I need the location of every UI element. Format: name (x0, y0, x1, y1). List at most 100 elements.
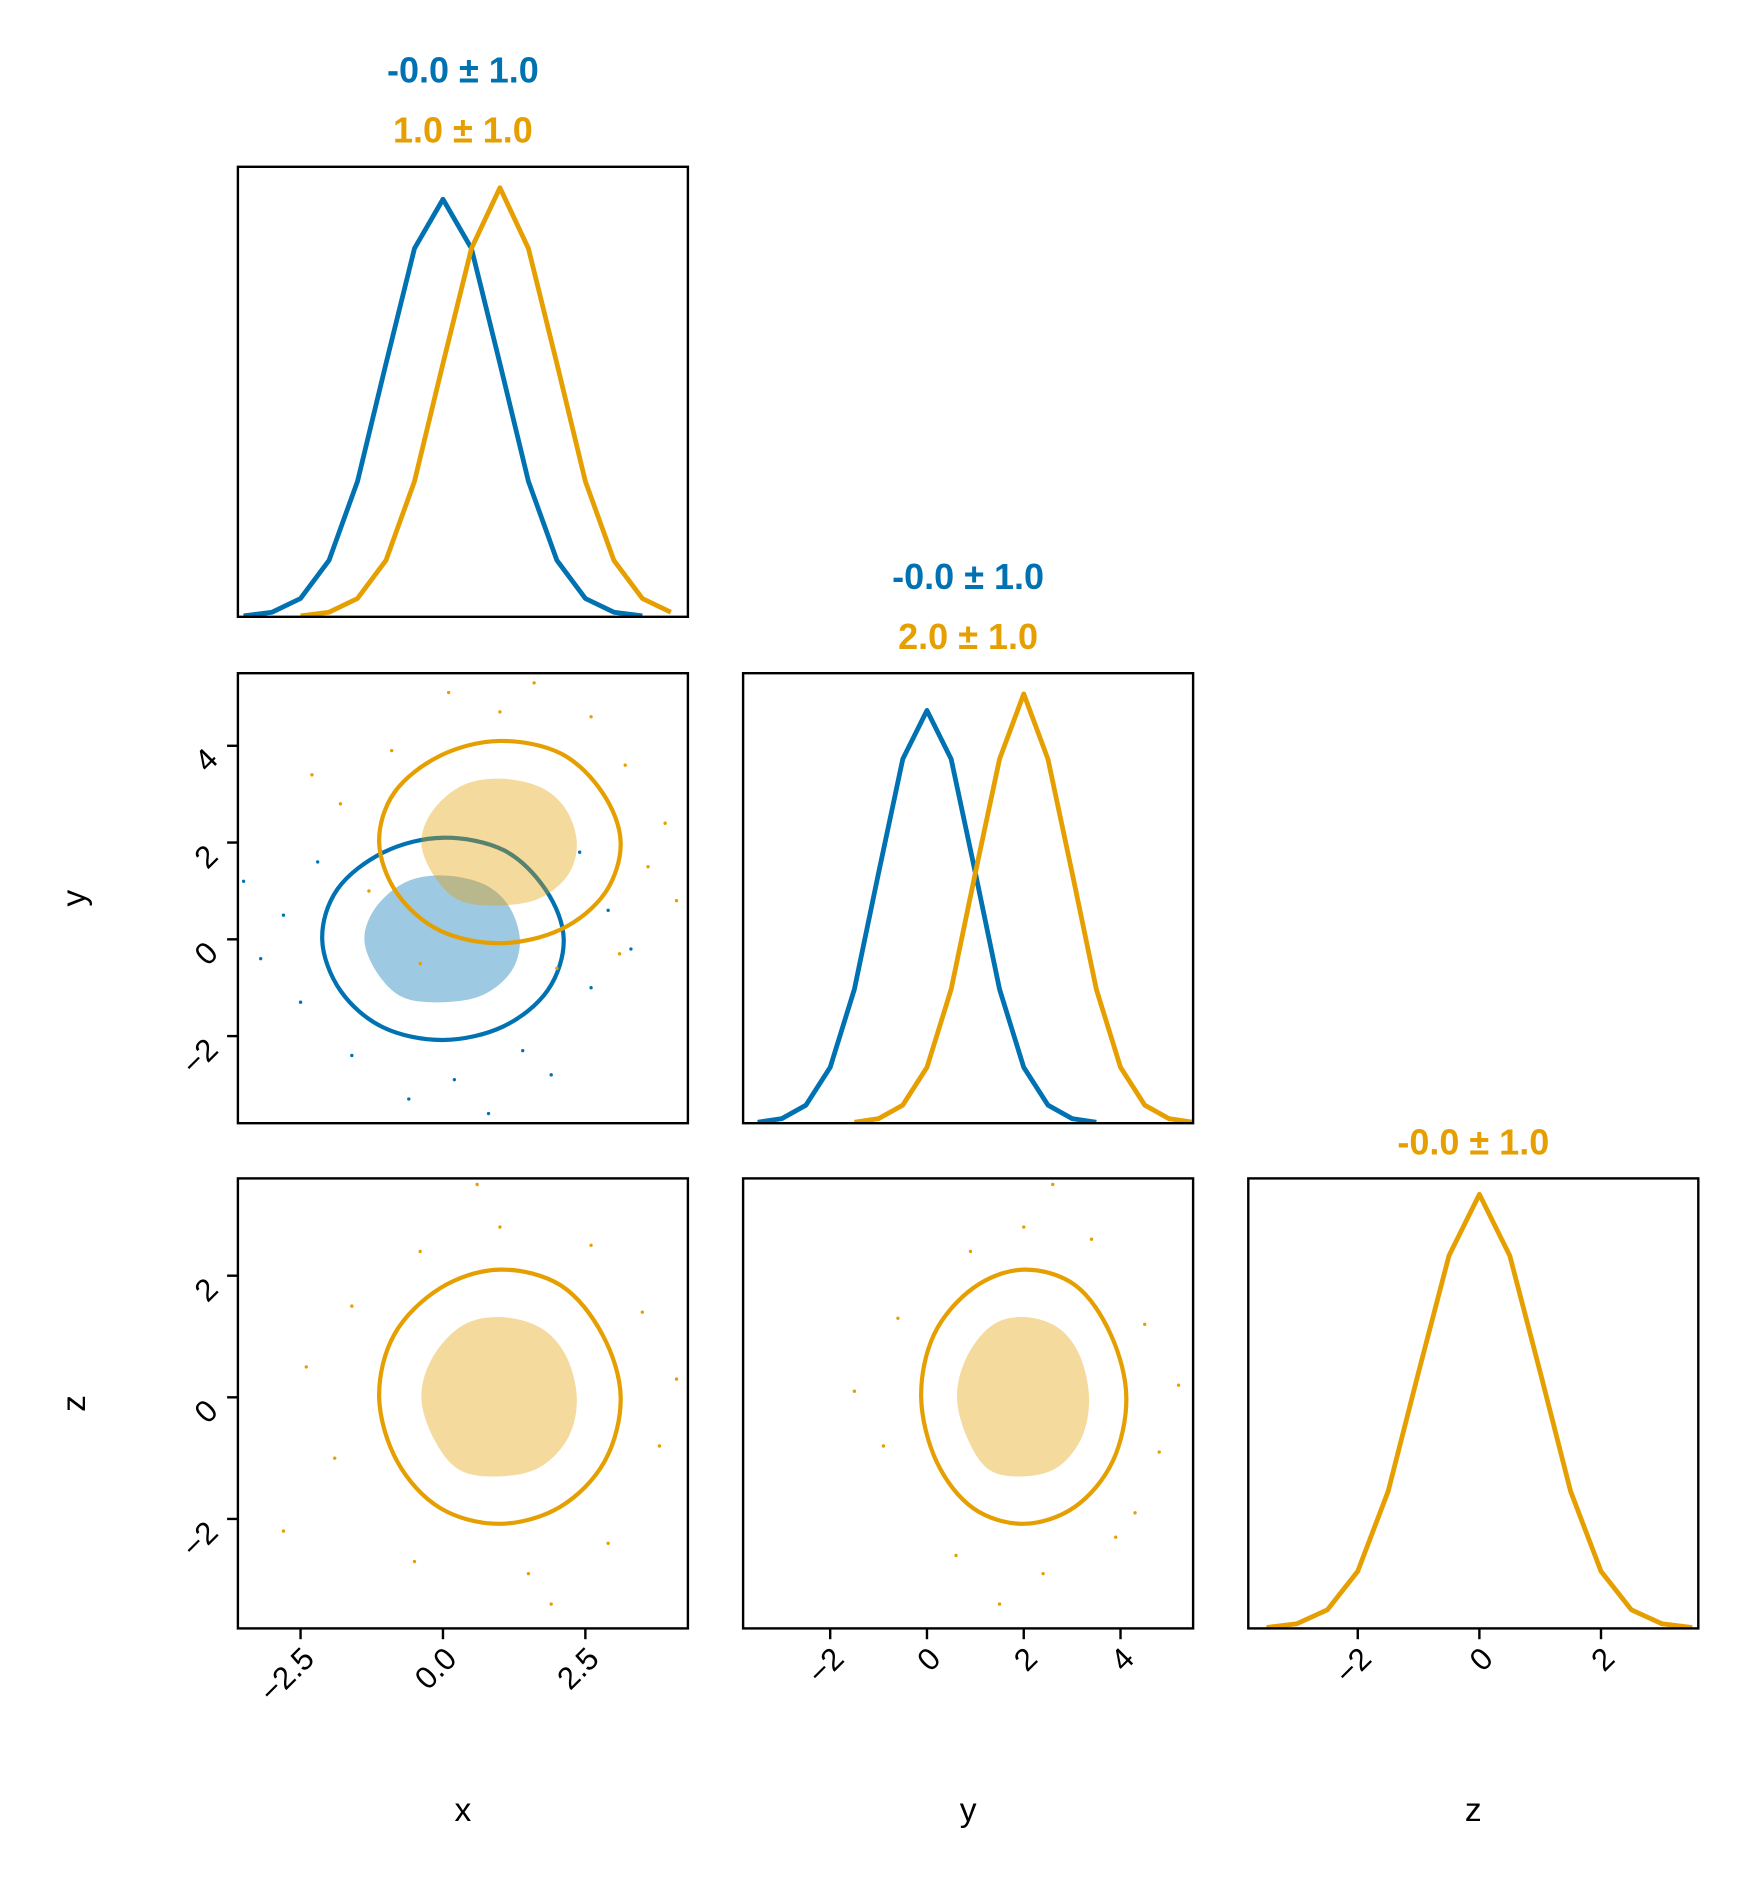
y-tick-label: −2 (175, 1032, 225, 1082)
scatter-point (475, 1182, 479, 1187)
scatter-point (852, 1389, 857, 1393)
scatter-point (298, 1000, 303, 1004)
x-axis-label: y (960, 1792, 977, 1829)
scatter-point (606, 1541, 610, 1545)
y-axis-label: z (56, 1395, 93, 1412)
contour-line (377, 1267, 623, 1526)
scatter-point (526, 1571, 531, 1576)
scatter-point (521, 1048, 525, 1053)
scatter-point (968, 1249, 973, 1254)
plot-area (757, 691, 1194, 1124)
panel-frame (741, 672, 1195, 1125)
y-tick-label: 2 (188, 838, 225, 875)
scatter-point (532, 681, 536, 685)
contour-line (919, 1267, 1129, 1526)
scatter-point (589, 715, 593, 719)
y-tick-label: 2 (188, 1271, 225, 1308)
scatter-point (954, 1553, 958, 1558)
scatter-point (589, 986, 593, 990)
x-axis-label: x (455, 1792, 472, 1829)
plot-area (281, 1182, 679, 1606)
contour-fill (421, 1317, 577, 1477)
scatter-point (304, 1365, 308, 1369)
scatter-point (997, 1602, 1002, 1606)
density-line (1266, 1191, 1693, 1629)
scatter-point (1143, 1322, 1147, 1327)
x-axis-label: z (1465, 1792, 1482, 1829)
scatter-point (549, 1073, 553, 1077)
scatter-point (315, 860, 320, 864)
panel-frame (236, 165, 690, 618)
x-tick-label: −2 (1328, 1641, 1378, 1691)
contour-fill (956, 1317, 1090, 1477)
scatter-point (498, 710, 502, 714)
scatter-point (896, 1316, 900, 1320)
scatter-point (617, 952, 622, 956)
scatter-point (1157, 1450, 1161, 1454)
panel-title: -0.0 ± 1.0 (892, 556, 1044, 597)
scatter-point (623, 763, 627, 767)
x-tick-label: 2.5 (550, 1641, 605, 1696)
scatter-point (333, 1456, 337, 1460)
plot-area (243, 185, 672, 617)
scatter-point (1133, 1511, 1137, 1515)
scatter-point (412, 1559, 417, 1564)
x-tick-label: 2 (1584, 1641, 1621, 1678)
x-tick-label: −2.5 (253, 1641, 321, 1709)
scatter-point (390, 748, 394, 753)
scatter-point (281, 913, 286, 917)
scatter-point (1176, 1383, 1181, 1387)
panel-frame (236, 1177, 690, 1630)
density-line (757, 708, 1097, 1124)
contour-line (377, 738, 623, 946)
scatter-point (646, 865, 650, 869)
panel-title: -0.0 ± 1.0 (1397, 1121, 1549, 1162)
scatter-point (259, 957, 263, 961)
scatter-point (606, 908, 610, 912)
scatter-point (674, 1377, 679, 1381)
scatter-point (1022, 1225, 1026, 1229)
y-tick-label: 0 (188, 1393, 225, 1430)
y-tick-label: 4 (188, 741, 225, 778)
scatter-point (629, 947, 633, 951)
scatter-point (577, 850, 582, 854)
panel-title: 1.0 ± 1.0 (393, 110, 533, 151)
scatter-point (657, 1444, 662, 1448)
plot-area (852, 1182, 1181, 1606)
y-tick-label: 0 (188, 935, 225, 972)
plot-area (241, 681, 679, 1116)
panel-frame (1247, 1177, 1700, 1630)
scatter-point (407, 1097, 411, 1101)
panel-frame (236, 672, 690, 1125)
x-tick-label: 0 (910, 1641, 947, 1678)
scatter-point (350, 1304, 354, 1308)
scatter-point (1051, 1182, 1055, 1187)
x-tick-label: 0.0 (408, 1641, 463, 1696)
scatter-point (881, 1444, 886, 1448)
scatter-point (498, 1225, 502, 1229)
scatter-point (589, 1243, 593, 1247)
scatter-point (418, 1249, 422, 1254)
scatter-point (350, 1053, 354, 1058)
scatter-point (241, 879, 246, 883)
scatter-point (674, 898, 679, 903)
scatter-point (452, 1077, 457, 1082)
scatter-point (367, 889, 371, 893)
scatter-point (555, 966, 559, 971)
y-tick-label: −2 (175, 1515, 225, 1565)
scatter-point (338, 802, 343, 806)
density-line (854, 691, 1194, 1124)
scatter-point (486, 1111, 491, 1116)
scatter-point (549, 1602, 553, 1606)
scatter-point (446, 690, 451, 695)
panel-title: 2.0 ± 1.0 (898, 616, 1038, 657)
x-tick-label: −2 (801, 1641, 851, 1691)
scatter-point (1041, 1571, 1045, 1576)
scatter-point (281, 1529, 286, 1533)
y-axis-label: y (56, 890, 93, 907)
scatter-point (663, 821, 667, 825)
density-line (243, 196, 643, 617)
plot-area (1266, 1191, 1693, 1629)
panel-title: -0.0 ± 1.0 (387, 50, 539, 91)
